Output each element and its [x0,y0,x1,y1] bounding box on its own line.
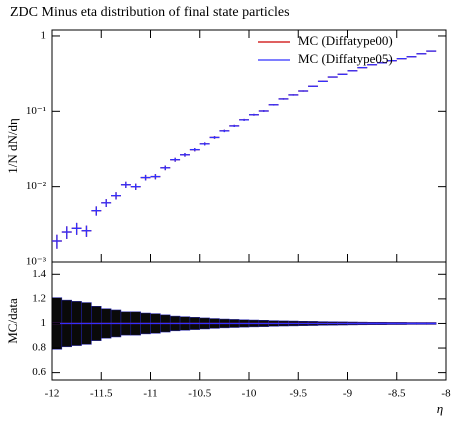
y-tick-label: 0.8 [32,342,46,354]
y-tick-label: 0.6 [32,366,46,378]
x-tick-label: -11.5 [90,388,113,400]
y-tick-label: 10⁻³ [26,256,47,268]
ratio-y-axis-label: MC/data [5,298,20,344]
x-tick-label: -10.5 [188,388,211,400]
y-axis-label: 1/N dN/dη [5,118,20,174]
y-tick-label: 10⁻² [26,180,47,192]
legend-label: MC (Diffatype05) [298,51,393,66]
x-tick-label: -9 [343,388,353,400]
x-tick-label: -10 [242,388,257,400]
legend-label: MC (Diffatype00) [298,33,393,48]
y-tick-label: 1 [41,317,47,329]
x-tick-label: -9.5 [290,388,308,400]
y-tick-label: 1 [41,29,47,41]
x-axis-label: η [437,401,443,416]
y-tick-label: 1.2 [32,292,46,304]
x-tick-label: -11 [143,388,157,400]
x-tick-label: -8 [441,388,451,400]
y-tick-label: 1.4 [32,268,46,280]
x-tick-label: -8.5 [388,388,406,400]
x-tick-label: -12 [45,388,60,400]
y-tick-label: 10⁻¹ [26,105,46,117]
chart-title: ZDC Minus eta distribution of final stat… [10,5,290,20]
